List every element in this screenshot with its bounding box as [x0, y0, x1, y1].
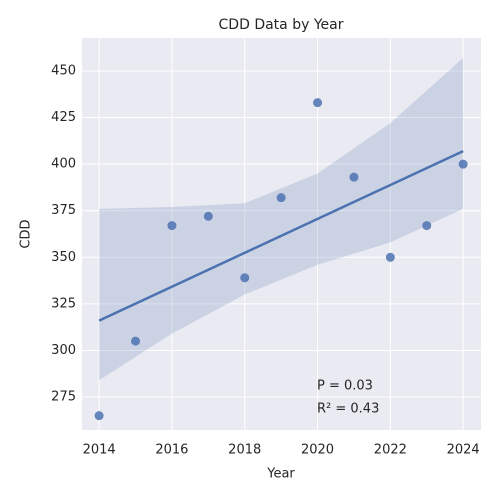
x-tick-label: 2020 — [301, 443, 334, 458]
y-tick-label: 400 — [51, 157, 76, 172]
point — [131, 336, 141, 346]
point — [203, 211, 213, 221]
y-tick-label: 450 — [51, 63, 76, 78]
y-tick-label: 350 — [51, 250, 76, 265]
x-tick-label: 2018 — [228, 443, 261, 458]
y-tick-label: 375 — [51, 203, 76, 218]
annotation: P = 0.03 — [317, 379, 373, 394]
point — [349, 172, 359, 182]
annotation: R² = 0.43 — [317, 402, 379, 417]
plot-area — [82, 38, 481, 430]
y-axis-label: CDD — [19, 219, 34, 248]
y-tick-label: 275 — [51, 390, 76, 405]
chart-title: CDD Data by Year — [219, 17, 344, 33]
x-tick-label: 2014 — [83, 443, 116, 458]
point — [313, 98, 323, 108]
point — [240, 273, 250, 283]
x-tick-label: 2024 — [447, 443, 480, 458]
y-tick-label: 300 — [51, 343, 76, 358]
confidence-band — [99, 57, 464, 381]
x-axis-label: Year — [266, 467, 295, 482]
point — [385, 252, 395, 262]
point — [422, 221, 432, 231]
regression-line — [98, 149, 464, 322]
x-tick-label: 2016 — [155, 443, 188, 458]
y-tick-label: 425 — [51, 110, 76, 125]
x-tick-label: 2022 — [374, 443, 407, 458]
point — [458, 159, 468, 169]
point — [94, 411, 104, 421]
y-tick-label: 325 — [51, 296, 76, 311]
point — [276, 193, 286, 203]
point — [167, 221, 177, 231]
